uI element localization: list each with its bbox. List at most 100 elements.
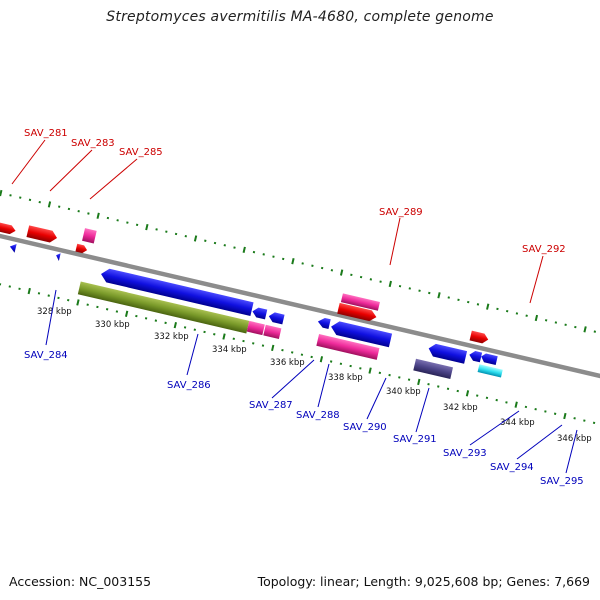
scale-tick	[515, 312, 519, 315]
scale-tick	[0, 189, 3, 197]
gene-label-reverse[interactable]: SAV_286	[167, 380, 211, 391]
scale-tick	[47, 201, 52, 208]
gene-feature[interactable]	[329, 320, 393, 348]
scale-tick	[350, 273, 353, 277]
gene-label-reverse[interactable]: SAV_290	[343, 422, 387, 433]
callout-line	[389, 217, 401, 266]
gene-label-reverse[interactable]: SAV_287	[249, 400, 293, 411]
scale-tick	[232, 337, 235, 340]
scale-tick	[222, 333, 226, 340]
scale-tick	[379, 280, 382, 283]
scale-tick	[544, 319, 548, 322]
scale-tick	[281, 348, 284, 352]
scale-tick	[135, 223, 139, 227]
scale-tick	[96, 305, 99, 309]
scale-tick	[0, 283, 2, 286]
scale-tick	[115, 310, 119, 313]
gene-feature[interactable]	[268, 311, 285, 325]
tick-label: 328 kbp	[37, 307, 72, 317]
gene-feature[interactable]	[263, 324, 282, 340]
callout-line	[271, 359, 315, 399]
scale-tick	[155, 228, 158, 231]
scale-tick	[301, 262, 304, 265]
scale-tick	[164, 321, 167, 325]
tick-label: 332 kbp	[154, 332, 189, 342]
scale-tick	[204, 239, 207, 242]
scale-tick	[437, 385, 440, 388]
scale-tick	[37, 292, 41, 295]
scale-tick	[446, 387, 450, 390]
gene-label-forward[interactable]: SAV_285	[119, 147, 163, 158]
scale-tick	[408, 287, 411, 290]
tick-label: 338 kbp	[328, 373, 363, 383]
tick-label: 342 kbp	[443, 403, 478, 413]
scale-tick	[38, 200, 41, 204]
gene-feature[interactable]	[99, 267, 254, 316]
scale-tick	[242, 339, 245, 343]
gene-feature[interactable]	[469, 330, 490, 345]
gene-feature[interactable]	[477, 364, 503, 378]
gene-feature[interactable]	[337, 302, 377, 323]
scale-tick	[437, 292, 441, 299]
gene-feature[interactable]	[251, 306, 268, 320]
callout-line	[45, 289, 57, 346]
gene-feature[interactable]	[82, 228, 97, 244]
gene-label-forward[interactable]: SAV_283	[71, 138, 115, 149]
scale-tick	[213, 333, 216, 336]
scale-tick	[77, 210, 80, 213]
callout-line	[415, 387, 430, 433]
gene-label-reverse[interactable]: SAV_295	[540, 476, 584, 487]
gene-label-reverse[interactable]: SAV_293	[443, 448, 487, 459]
gene-label-forward[interactable]: SAV_292	[522, 244, 566, 255]
scale-tick	[407, 378, 411, 381]
gene-feature[interactable]	[26, 225, 58, 244]
scale-tick	[174, 232, 178, 236]
gene-feature[interactable]	[340, 293, 380, 311]
scale-tick	[320, 266, 324, 270]
scale-tick	[418, 289, 421, 292]
scale-tick	[87, 212, 90, 215]
scale-tick	[583, 419, 586, 422]
gene-feature[interactable]	[480, 353, 498, 365]
gene-label-reverse[interactable]: SAV_288	[296, 410, 340, 421]
scale-tick	[8, 285, 11, 288]
scale-tick	[496, 307, 499, 311]
scale-tick	[447, 296, 450, 299]
scale-tick	[417, 378, 421, 386]
scale-tick	[534, 314, 539, 322]
tick-label: 336 kbp	[270, 358, 305, 368]
callout-line	[469, 410, 520, 446]
gene-label-reverse[interactable]: SAV_294	[490, 462, 534, 473]
gene-feature[interactable]	[427, 342, 468, 364]
tick-label: 340 kbp	[386, 387, 421, 397]
gene-label-reverse[interactable]: SAV_291	[393, 434, 437, 445]
scale-tick	[262, 253, 265, 256]
scale-tick	[105, 308, 109, 311]
scale-tick	[388, 280, 392, 288]
forward-label-callouts: SAV_281 SAV_283 SAV_285 SAV_289 SAV_292	[11, 128, 566, 304]
gene-feature[interactable]	[75, 243, 88, 254]
gene-feature[interactable]	[77, 281, 250, 334]
scale-tick	[398, 284, 402, 288]
gene-feature[interactable]	[55, 252, 61, 262]
scale-tick	[486, 303, 490, 310]
gene-label-reverse[interactable]: SAV_284	[24, 350, 68, 361]
scale-tick	[96, 212, 100, 219]
scale-tick	[165, 230, 168, 233]
gene-feature[interactable]	[246, 320, 265, 336]
scale-tick	[311, 264, 314, 267]
gene-feature[interactable]	[9, 243, 17, 253]
tick-label: 330 kbp	[95, 320, 130, 330]
scale-tick	[193, 235, 198, 242]
callout-line	[366, 377, 387, 420]
gene-feature[interactable]	[413, 358, 454, 380]
scale-tick	[564, 323, 567, 327]
gene-feature[interactable]	[0, 214, 17, 235]
gene-feature[interactable]	[316, 334, 380, 360]
gene-label-forward[interactable]: SAV_289	[379, 207, 423, 218]
gene-feature[interactable]	[317, 317, 331, 330]
scale-tick	[281, 257, 285, 261]
gene-label-forward[interactable]: SAV_281	[24, 128, 68, 139]
gene-feature[interactable]	[468, 350, 483, 363]
scale-tick	[291, 258, 295, 265]
